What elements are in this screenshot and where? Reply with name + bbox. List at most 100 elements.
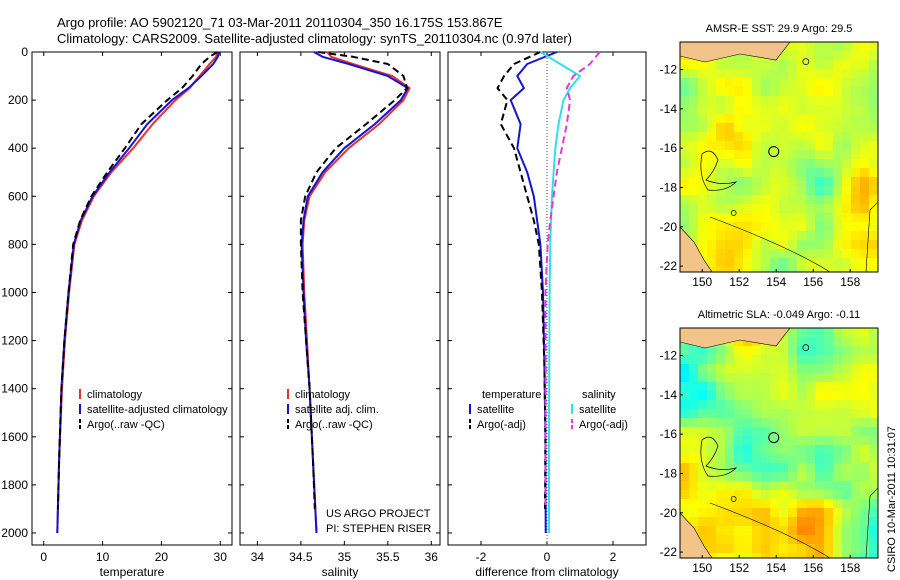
sla_map-cell [716, 454, 726, 464]
sla_map-cell [851, 526, 861, 536]
sst_map-cell [860, 213, 870, 223]
sst_map-cell [833, 69, 843, 79]
sst_map-cell [860, 168, 870, 178]
sla_map-cell [752, 481, 762, 491]
sst_map-cell [815, 267, 825, 272]
sst_map-cell [698, 123, 708, 133]
sla_map-cell [743, 337, 753, 347]
sla_map-cell [734, 445, 744, 455]
sla_map-cell [797, 382, 807, 392]
sst_map-cell [716, 258, 726, 268]
sla_map-cell [797, 544, 807, 554]
sla_map-cell [734, 544, 744, 554]
sla_map-cell [815, 400, 825, 410]
sst_map-island-north [802, 58, 810, 66]
sst_map-cell [680, 195, 690, 205]
sst_map-cell [869, 195, 878, 205]
sla_map-cell [725, 400, 735, 410]
sst_map-cell [770, 177, 780, 187]
sla_map-cell [842, 526, 852, 536]
sst_map-cell [752, 204, 762, 214]
sst_map-cell [761, 60, 771, 70]
sla_map-cell [842, 535, 852, 545]
sst_map-cell [761, 87, 771, 97]
sst_map-cell [788, 96, 798, 106]
sla_map-cell [725, 463, 735, 473]
sst_map-title: AMSR-E SST: 29.9 Argo: 29.5 [706, 23, 853, 35]
sst_map-cell [680, 150, 690, 160]
sst_map-cell [779, 87, 789, 97]
sst_map-cell [851, 267, 861, 272]
sst_map-cell [680, 213, 690, 223]
sst_map-cell [824, 222, 834, 232]
sla_map-cell [833, 328, 843, 338]
sla_map-cell [815, 382, 825, 392]
sst_map-cell [761, 177, 771, 187]
sla_map-cell [824, 400, 834, 410]
sst_map-cell [806, 177, 816, 187]
sla_map-cell [788, 490, 798, 500]
sla_map-cell [842, 544, 852, 554]
sla_map-cell [689, 454, 699, 464]
sla_map-cell [860, 526, 870, 536]
sst_map-cell [833, 141, 843, 151]
sst_map-cell [797, 240, 807, 250]
sst_map-cell [743, 222, 753, 232]
sst_map-cell [824, 195, 834, 205]
sla_map-land-north [680, 328, 791, 349]
sst_map-cell [842, 105, 852, 115]
sst_map-cell [797, 87, 807, 97]
sst_map-reef-southeast [865, 201, 878, 272]
sst_map-cell [770, 132, 780, 142]
sst_map-cell [734, 87, 744, 97]
sst_map-cell [707, 240, 717, 250]
sst_map-cell [770, 96, 780, 106]
sla_map-cell [689, 355, 699, 365]
sst_map-cell [842, 231, 852, 241]
sla_map-cell [788, 472, 798, 482]
sla_map-cell [788, 499, 798, 509]
sla_map-cell [842, 445, 852, 455]
sla_map-cell [698, 382, 708, 392]
sla_map-cell [716, 418, 726, 428]
sla_map-cell [797, 373, 807, 383]
sst_map-cell [797, 105, 807, 115]
sla_map-cell [851, 355, 861, 365]
sla_map-cell [824, 337, 834, 347]
sla_map-island [730, 496, 737, 502]
sst_map-cell [680, 186, 690, 196]
sla_map-cell [806, 409, 816, 419]
sla_map-cell [869, 499, 878, 509]
sst_map-cell [815, 195, 825, 205]
sst_map-cell [743, 69, 753, 79]
sla_map-cell [752, 355, 762, 365]
sst_map-cell [842, 204, 852, 214]
temperature-legend-label: Argo(..raw -QC) [87, 419, 165, 431]
sla_map-cell [824, 391, 834, 401]
sst_map-cell [743, 186, 753, 196]
sst_map-cell [851, 240, 861, 250]
sla_map-cell [860, 517, 870, 527]
sla_map-cell [680, 508, 690, 518]
sla_map-cell [797, 508, 807, 518]
sla_map-cell [761, 535, 771, 545]
sst_map-cell [788, 78, 798, 88]
sla_map-cell [806, 373, 816, 383]
sla_map-cell [689, 499, 699, 509]
sla_map-cell [833, 355, 843, 365]
sla_map-cell [698, 490, 708, 500]
sst_map-cell [851, 168, 861, 178]
sst_map-ytick-label: -18 [660, 180, 678, 194]
sst_map-cell [833, 51, 843, 61]
sst_map-cell [869, 87, 878, 97]
sla_map-cell [806, 445, 816, 455]
temperature-legend-label: climatology [87, 389, 143, 401]
sst_map-cell [734, 69, 744, 79]
sla_map-cell [842, 391, 852, 401]
sla_map-cell [806, 436, 816, 446]
sst_map-cell [752, 267, 762, 272]
sst_map-cell [806, 141, 816, 151]
sst_map-cell [842, 222, 852, 232]
sla_map-cell [788, 553, 798, 558]
sla_map-cell [707, 418, 717, 428]
